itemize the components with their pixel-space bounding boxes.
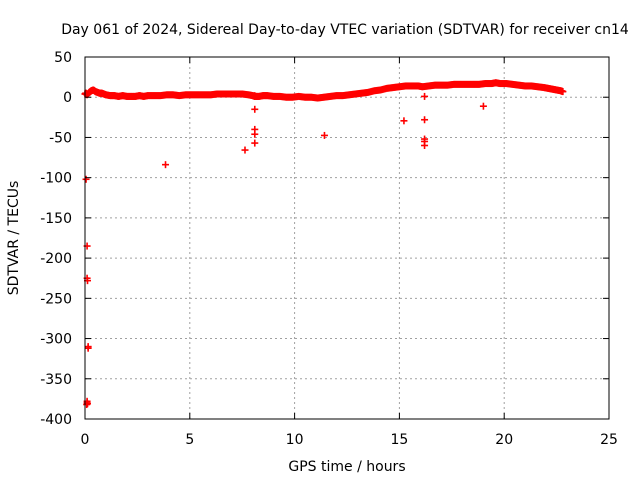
data-point <box>251 139 259 147</box>
y-tick-label: -100 <box>40 171 72 187</box>
x-axis-label: GPS time / hours <box>288 459 405 475</box>
grid <box>85 57 609 419</box>
y-tick-label: -300 <box>40 332 72 348</box>
x-tick-label: 0 <box>81 432 90 448</box>
x-tick-label: 5 <box>185 432 194 448</box>
data-point <box>251 105 259 113</box>
x-tick-label: 25 <box>600 432 618 448</box>
data-point <box>320 131 328 139</box>
x-tick-label: 10 <box>286 432 304 448</box>
y-tick-label: -150 <box>40 211 72 227</box>
y-tick-label: -350 <box>40 372 72 388</box>
y-tick-label: -400 <box>40 412 72 428</box>
y-tick-label: -250 <box>40 291 72 307</box>
axis-ticks: 0 5 10 15 20 25 50 0 -50 -100 -150 -200 -250 -300 -350… <box>40 50 618 448</box>
y-tick-label: -200 <box>40 251 72 267</box>
data-point <box>559 87 567 95</box>
x-tick-label: 15 <box>390 432 408 448</box>
y-tick-label: 0 <box>63 90 72 106</box>
data-point <box>479 102 487 110</box>
data-point <box>421 141 429 149</box>
data-point <box>82 175 90 183</box>
data-point <box>421 92 429 100</box>
data-points <box>81 79 567 409</box>
plot-frame <box>84 56 610 420</box>
data-point <box>241 146 249 154</box>
data-point <box>421 116 429 124</box>
y-tick-label: 50 <box>54 50 72 66</box>
x-tick-label: 20 <box>495 432 513 448</box>
data-point <box>162 161 170 169</box>
data-point <box>251 130 259 138</box>
chart-title: Day 061 of 2024, Sidereal Day-to-day VTE… <box>61 22 629 38</box>
data-point <box>400 117 408 125</box>
y-tick-label: -50 <box>49 130 72 146</box>
y-axis-label: SDTVAR / TECUs <box>6 181 22 296</box>
data-point <box>84 344 92 352</box>
